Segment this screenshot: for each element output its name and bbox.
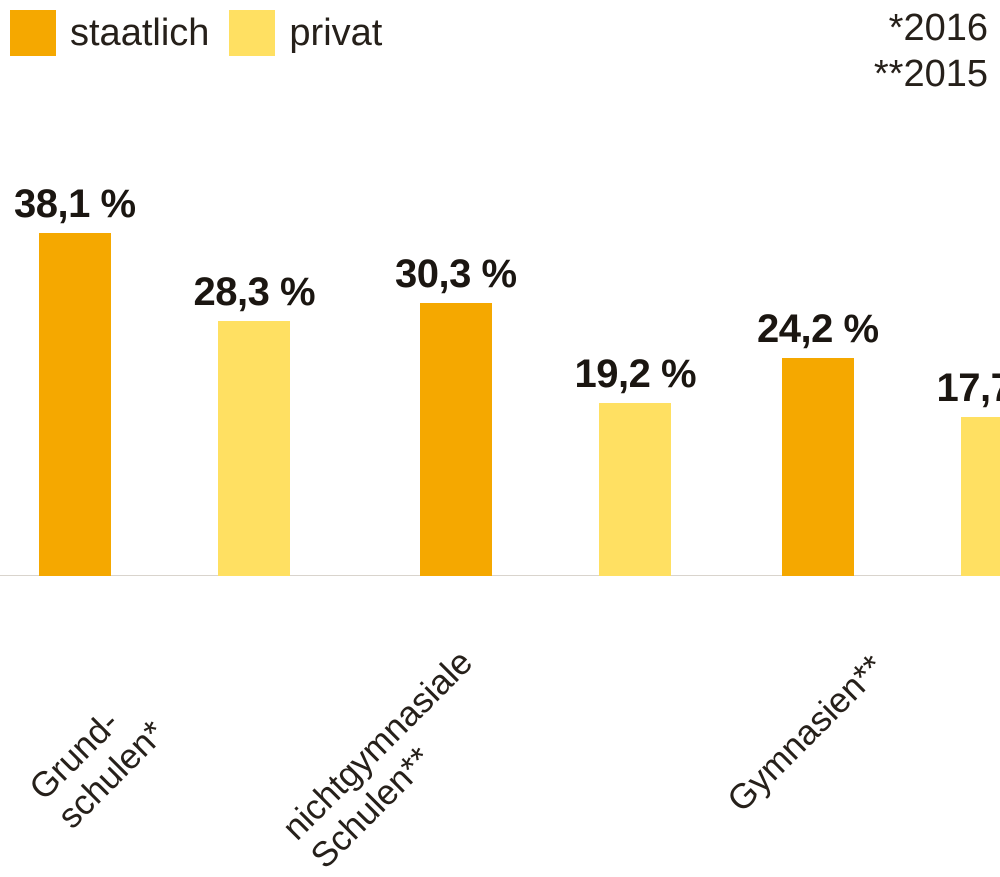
legend-item-privat: privat xyxy=(229,10,382,56)
bar-col-gymnasien-privat: 17,7 % xyxy=(937,366,1000,576)
bar-value-grundschulen-privat: 28,3 % xyxy=(194,270,316,315)
bar-value-gymnasien-staatlich: 24,2 % xyxy=(757,307,879,352)
bar-value-gymnasien-privat: 17,7 % xyxy=(937,366,1000,411)
x-label-grundschulen: Grund- schulen* xyxy=(22,685,174,837)
bar-group-nichtgymnasiale: 30,3 % 19,2 % xyxy=(395,252,696,576)
legend-swatch-staatlich xyxy=(10,10,56,56)
bar-grundschulen-privat xyxy=(218,321,290,576)
legend: staatlich privat xyxy=(10,10,382,56)
legend-label-privat: privat xyxy=(289,12,382,55)
bar-nichtgymnasiale-staatlich xyxy=(420,303,492,576)
bar-col-grundschulen-privat: 28,3 % xyxy=(194,270,316,576)
footnote-1: *2016 xyxy=(874,6,988,52)
bar-grundschulen-staatlich xyxy=(39,233,111,576)
bar-value-nichtgymnasiale-staatlich: 30,3 % xyxy=(395,252,517,297)
bar-group-gymnasien: 24,2 % 17,7 % xyxy=(757,307,1000,576)
bar-value-grundschulen-staatlich: 38,1 % xyxy=(14,182,136,227)
footnote-2: **2015 xyxy=(874,52,988,98)
bar-value-nichtgymnasiale-privat: 19,2 % xyxy=(575,352,697,397)
bar-col-nichtgymnasiale-staatlich: 30,3 % xyxy=(395,252,517,576)
bar-gymnasien-privat xyxy=(961,417,1000,576)
footnotes: *2016 **2015 xyxy=(874,6,988,97)
x-label-gymnasien: Gymnasien** xyxy=(720,648,893,821)
bar-col-gymnasien-staatlich: 24,2 % xyxy=(757,307,879,576)
bar-gymnasien-staatlich xyxy=(782,358,854,576)
x-axis-labels: Grund- schulen* nichtgymnasiale Schulen*… xyxy=(0,580,1000,820)
legend-swatch-privat xyxy=(229,10,275,56)
bar-nichtgymnasiale-privat xyxy=(599,403,671,576)
plot-area: 38,1 % 28,3 % 30,3 % 19,2 % 24 xyxy=(0,200,1000,576)
chart-container: staatlich privat *2016 **2015 38,1 % 28,… xyxy=(0,0,1000,823)
bar-group-grundschulen: 38,1 % 28,3 % xyxy=(14,182,315,576)
legend-item-staatlich: staatlich xyxy=(10,10,209,56)
bar-col-nichtgymnasiale-privat: 19,2 % xyxy=(575,352,697,576)
legend-label-staatlich: staatlich xyxy=(70,12,209,55)
bar-col-grundschulen-staatlich: 38,1 % xyxy=(14,182,136,576)
x-label-nichtgymnasiale: nichtgymnasiale Schulen** xyxy=(275,643,509,877)
